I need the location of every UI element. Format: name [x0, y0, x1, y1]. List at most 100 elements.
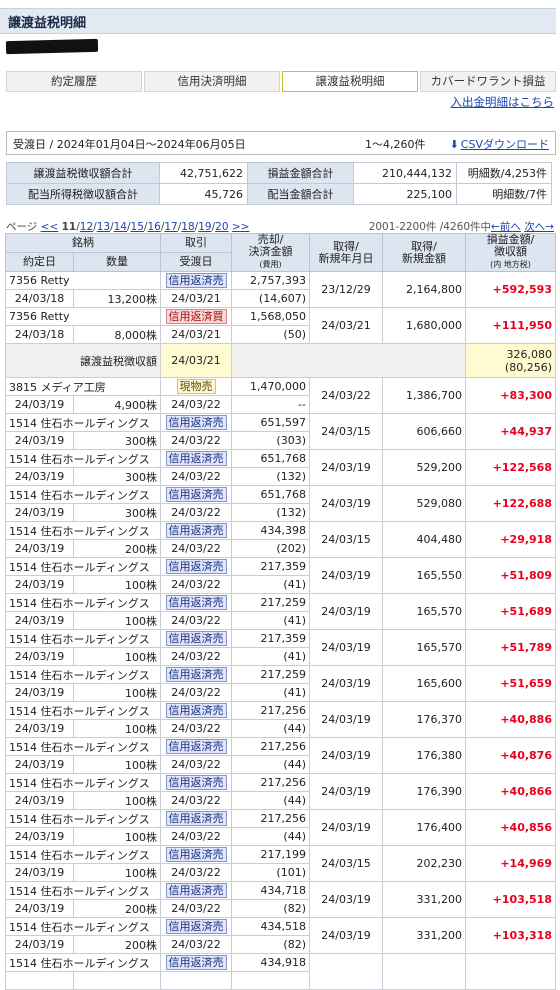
acq-date: 23/12/29 — [309, 271, 383, 308]
tab-bar: 約定履歴 信用決済明細 譲渡益税明細 カバードワラント損益 — [6, 71, 556, 92]
table-row: 1514 住石ホールディングス 信用返済売 217,256 24/03/19 176,3… — [5, 701, 556, 738]
security-name[interactable]: 1514 住石ホールディングス — [5, 809, 161, 828]
acq-date: 24/03/19 — [309, 737, 383, 774]
trade-type-badge: 信用返済売 — [165, 631, 227, 646]
sale-amount: 434,518 — [231, 917, 310, 936]
summary-count: 明細数/7件 — [456, 183, 552, 205]
header-acq-date: 取得/新規年月日 — [309, 233, 383, 272]
pager-page-link[interactable]: 15 — [130, 221, 144, 233]
trade-type: 信用返済買 — [160, 307, 232, 326]
quantity: 13,200株 — [73, 289, 161, 308]
pager-page-link[interactable]: 17 — [164, 221, 178, 233]
tab-capital-gains-tax[interactable]: 譲渡益税明細 — [282, 71, 418, 92]
security-name[interactable]: 1514 住石ホールディングス — [5, 737, 161, 756]
trade-type-badge: 信用返済売 — [165, 273, 227, 288]
quantity: 100株 — [73, 791, 161, 810]
trade-date: 24/03/19 — [5, 539, 74, 558]
security-name[interactable]: 1514 住石ホールディングス — [5, 449, 161, 468]
trade-type-badge: 信用返済買 — [165, 309, 227, 324]
security-name[interactable]: 1514 住石ホールディングス — [5, 485, 161, 504]
table-row: 3815 メディア工房 現物売 1,470,000 24/03/22 1,386,700… — [5, 377, 556, 414]
settle-date: 24/03/22 — [160, 395, 232, 414]
table-row: 1514 住石ホールディングス 信用返済売 217,359 24/03/19 165,5… — [5, 629, 556, 666]
acq-amount: 1,680,000 — [382, 307, 466, 344]
security-name[interactable]: 7356 Retty — [5, 271, 161, 290]
quantity: 300株 — [73, 431, 161, 450]
security-name[interactable]: 1514 住石ホールディングス — [5, 413, 161, 432]
pager-page-link[interactable]: 13 — [96, 221, 111, 233]
pager-page-link[interactable]: 18 — [181, 221, 195, 233]
fee: (202) — [231, 539, 310, 558]
settle-date: 24/03/22 — [160, 467, 232, 486]
table-row: 7356 Retty 信用返済売 2,757,393 23/12/29 2,164,80… — [5, 271, 556, 308]
next-page-link[interactable]: 次へ→ — [524, 221, 554, 233]
pager-next-pages[interactable]: >> — [231, 221, 250, 233]
trade-date — [5, 971, 74, 990]
csv-download-link[interactable]: ⬇ CSVダウンロード — [450, 136, 549, 152]
security-name[interactable]: 1514 住石ホールディングス — [5, 845, 161, 864]
trade-type-badge: 信用返済売 — [165, 415, 227, 430]
header-settle-date: 受渡日 — [160, 252, 232, 272]
trade-type-badge: 信用返済売 — [165, 703, 227, 718]
table-row: 1514 住石ホールディングス 信用返済売 217,256 24/03/19 176,3… — [5, 773, 556, 810]
sale-amount: 651,597 — [231, 413, 310, 432]
security-name[interactable]: 1514 住石ホールディングス — [5, 773, 161, 792]
sale-amount: 434,398 — [231, 521, 310, 540]
header-qty: 数量 — [73, 252, 161, 272]
fee: (41) — [231, 683, 310, 702]
trade-date: 24/03/19 — [5, 575, 74, 594]
tab-trade-history[interactable]: 約定履歴 — [6, 71, 142, 92]
summary-label: 譲渡益税徴収額合計 — [6, 162, 160, 184]
security-name[interactable]: 7356 Retty — [5, 307, 161, 326]
pager-prev-pages[interactable]: << — [40, 221, 59, 233]
trade-type: 信用返済売 — [160, 413, 232, 432]
pager-page-link[interactable]: 12 — [79, 221, 94, 233]
security-name[interactable]: 1514 住石ホールディングス — [5, 521, 161, 540]
acq-date: 24/03/19 — [309, 773, 383, 810]
profit-loss: +111,950 — [465, 307, 556, 344]
tab-covered-warrant[interactable]: カバードワラント損益 — [420, 71, 556, 92]
summary-table: 譲渡益税徴収額合計 42,751,622 損益金額合計 210,444,132 … — [6, 162, 552, 205]
pager-page-link[interactable]: 16 — [147, 221, 161, 233]
tax-amount: 326,080 — [506, 347, 553, 361]
security-name[interactable]: 1514 住石ホールディングス — [5, 629, 161, 648]
table-row-sub: 24/03/19 200株 24/03/22 (82) — [5, 935, 556, 954]
security-name[interactable]: 1514 住石ホールディングス — [5, 593, 161, 612]
pager-current-page: 11 — [61, 221, 77, 233]
tax-local-amount: (80,256) — [504, 360, 552, 374]
security-name[interactable]: 1514 住石ホールディングス — [5, 665, 161, 684]
security-name[interactable]: 1514 住石ホールディングス — [5, 881, 161, 900]
deposit-withdraw-link[interactable]: 入出金明細はこちら — [450, 95, 555, 109]
quantity: 200株 — [73, 539, 161, 558]
security-name[interactable]: 1514 住石ホールディングス — [5, 557, 161, 576]
redacted-account-name — [5, 38, 99, 55]
trade-date: 24/03/19 — [5, 395, 74, 414]
summary-value: 225,100 — [353, 183, 457, 205]
quantity: 200株 — [73, 899, 161, 918]
pager-page-link[interactable]: 14 — [113, 221, 127, 233]
acq-amount: 176,390 — [382, 773, 466, 810]
pager-page-link[interactable]: 20 — [215, 221, 229, 233]
security-name[interactable]: 1514 住石ホールディングス — [5, 701, 161, 720]
fee: (14,607) — [231, 289, 310, 308]
table-row: 1514 住石ホールディングス 信用返済売 217,256 24/03/19 176,4… — [5, 809, 556, 846]
profit-loss: +51,659 — [465, 665, 556, 702]
fee: (101) — [231, 863, 310, 882]
security-name[interactable]: 1514 住石ホールディングス — [5, 953, 161, 972]
prev-page-link[interactable]: ←前へ — [491, 221, 521, 233]
trade-type: 信用返済売 — [160, 845, 232, 864]
security-name[interactable]: 3815 メディア工房 — [5, 377, 161, 396]
tax-row-label: 譲渡益税徴収額 — [5, 343, 161, 378]
settle-date: 24/03/21 — [160, 325, 232, 344]
summary-value: 42,751,622 — [159, 162, 248, 184]
pager-page-link[interactable]: 19 — [198, 221, 212, 233]
table-row: 1514 住石ホールディングス 信用返済売 651,768 24/03/19 529,2… — [5, 449, 556, 486]
tab-margin-settlement[interactable]: 信用決済明細 — [144, 71, 280, 92]
acq-date: 24/03/22 — [309, 377, 383, 414]
settle-date: 24/03/22 — [160, 899, 232, 918]
table-row: 1514 住石ホールディングス 信用返済売 434,918 — [5, 953, 556, 990]
header-pl: 損益金額/徴収額 (内 地方税) — [465, 233, 556, 272]
header-type: 取引 — [160, 233, 232, 253]
security-name[interactable]: 1514 住石ホールディングス — [5, 917, 161, 936]
sale-amount: 217,259 — [231, 593, 310, 612]
